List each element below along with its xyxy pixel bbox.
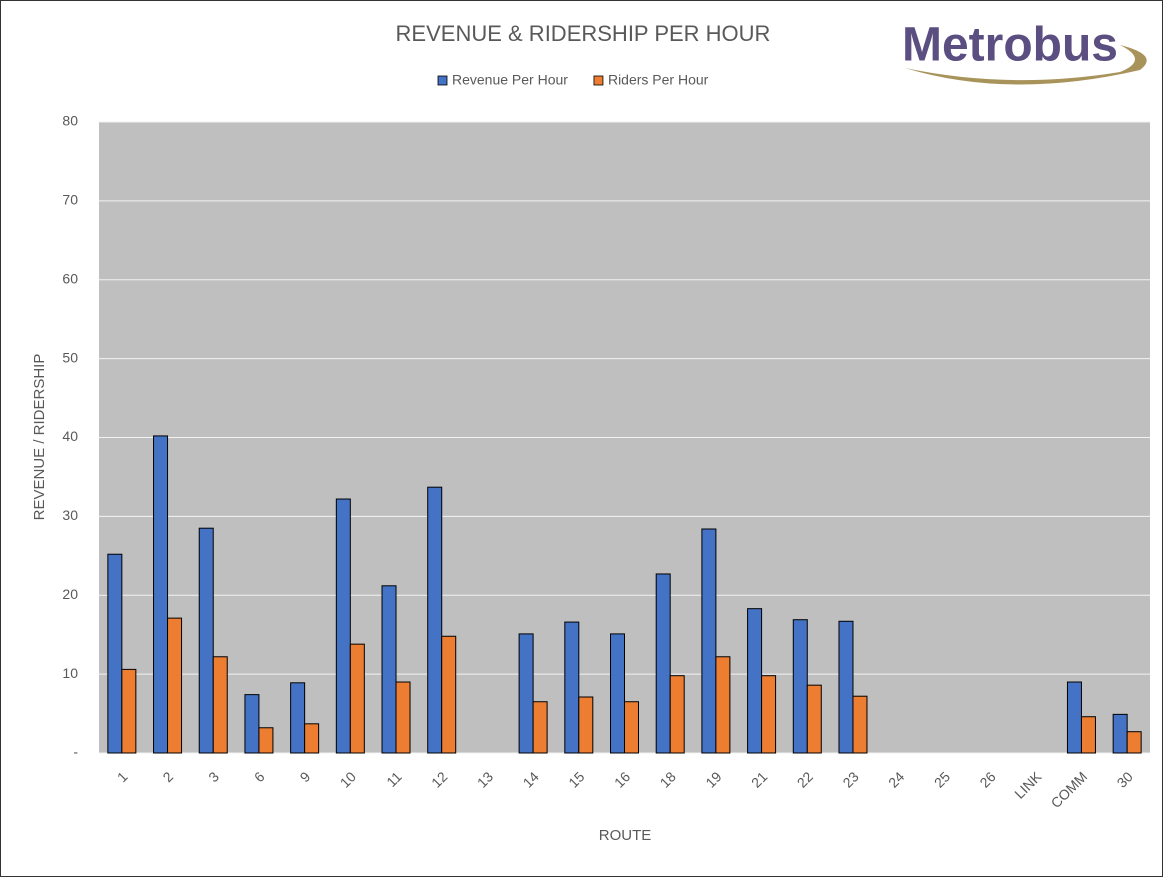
bar — [335, 498, 351, 754]
logo: Metrobus — [902, 19, 1147, 85]
bar — [167, 617, 183, 754]
bar — [532, 701, 548, 754]
bar — [852, 695, 868, 754]
legend-label: Revenue Per Hour — [452, 72, 568, 88]
bar — [198, 527, 214, 754]
bar — [121, 668, 137, 754]
x-axis-label: ROUTE — [599, 827, 652, 844]
bar — [747, 608, 763, 754]
legend-swatch — [593, 75, 604, 86]
bar — [518, 633, 534, 754]
bar — [624, 701, 639, 754]
bar — [304, 723, 320, 754]
bar — [441, 635, 457, 754]
bar — [1066, 681, 1082, 754]
y-tick-label: 70 — [62, 192, 78, 208]
bar — [427, 486, 443, 754]
bar — [578, 696, 594, 754]
bar — [107, 553, 123, 754]
bar — [701, 528, 717, 754]
bar — [669, 675, 685, 754]
y-tick-label: - — [73, 744, 78, 760]
bar — [715, 656, 731, 754]
bar — [1126, 731, 1142, 754]
y-tick-label: 50 — [62, 349, 78, 365]
y-tick-label: 30 — [62, 507, 78, 523]
bar — [761, 675, 777, 754]
bar — [153, 435, 169, 754]
bar — [564, 621, 580, 754]
bar — [349, 643, 365, 754]
y-tick-label: 40 — [62, 428, 78, 444]
y-tick-label: 60 — [62, 270, 78, 286]
logo-text: Metrobus — [902, 19, 1118, 72]
chart-title: REVENUE & RIDERSHIP PER HOUR — [396, 21, 771, 46]
legend-swatch — [437, 75, 448, 86]
y-tick-label: 10 — [62, 665, 78, 681]
legend-label: Riders Per Hour — [608, 72, 709, 88]
bar — [806, 684, 822, 754]
bar — [258, 727, 274, 754]
bar — [1112, 713, 1128, 754]
y-axis-label: REVENUE / RIDERSHIP — [31, 354, 48, 521]
y-tick-label: 80 — [62, 113, 78, 129]
bar — [838, 620, 854, 754]
bar — [290, 682, 306, 754]
bar — [610, 633, 625, 754]
bar — [212, 656, 228, 754]
bar — [655, 573, 671, 754]
bar — [381, 585, 397, 754]
bar — [792, 619, 808, 754]
bar — [395, 681, 411, 754]
y-tick-label: 20 — [62, 586, 78, 602]
bar — [1080, 716, 1096, 754]
bar — [244, 694, 260, 754]
